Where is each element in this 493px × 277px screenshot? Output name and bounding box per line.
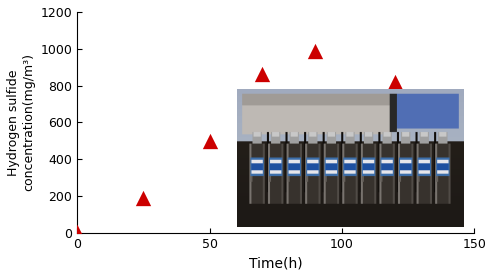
X-axis label: Time(h): Time(h) <box>249 256 303 270</box>
Point <box>258 72 266 77</box>
Y-axis label: Hydrogen sulfide
concentration(mg/m³): Hydrogen sulfide concentration(mg/m³) <box>7 53 35 191</box>
Point <box>312 49 319 54</box>
Point <box>73 230 81 234</box>
Point <box>391 79 399 84</box>
Point <box>206 138 213 143</box>
Point <box>140 196 147 200</box>
